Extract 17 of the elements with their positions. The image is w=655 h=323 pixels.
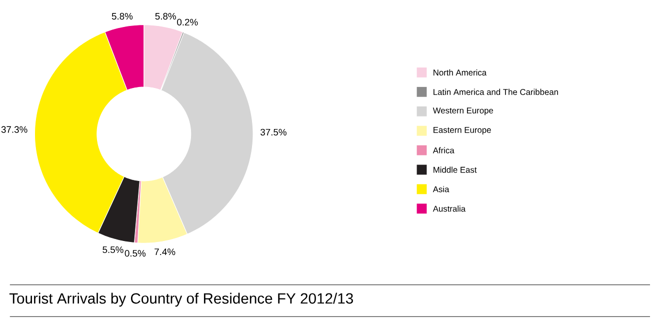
- legend-label: Middle East: [434, 166, 477, 174]
- legend-label: Eastern Europe: [434, 127, 491, 135]
- data-label: 5.8%: [155, 13, 176, 20]
- data-label: 37.3%: [1, 126, 28, 134]
- data-label: 5.5%: [102, 246, 124, 254]
- data-label: 5.8%: [112, 13, 133, 20]
- legend-label: Western Europe: [432, 108, 494, 116]
- legend-label: North America: [434, 70, 487, 76]
- legend-label: Asia: [432, 186, 450, 192]
- text: Tourist Arrivals by Country of Residence FY 2012/13: [9, 293, 353, 307]
- legend-label: Africa: [432, 147, 454, 154]
- data-label: 37.5%: [260, 129, 286, 136]
- legend-label: Australia: [432, 206, 466, 212]
- data-label: 0.2%: [177, 19, 198, 26]
- legend-label: Latin America and The Caribbean: [434, 89, 558, 96]
- data-label: 7.4%: [154, 248, 176, 256]
- data-label: 0.5%: [124, 250, 146, 257]
